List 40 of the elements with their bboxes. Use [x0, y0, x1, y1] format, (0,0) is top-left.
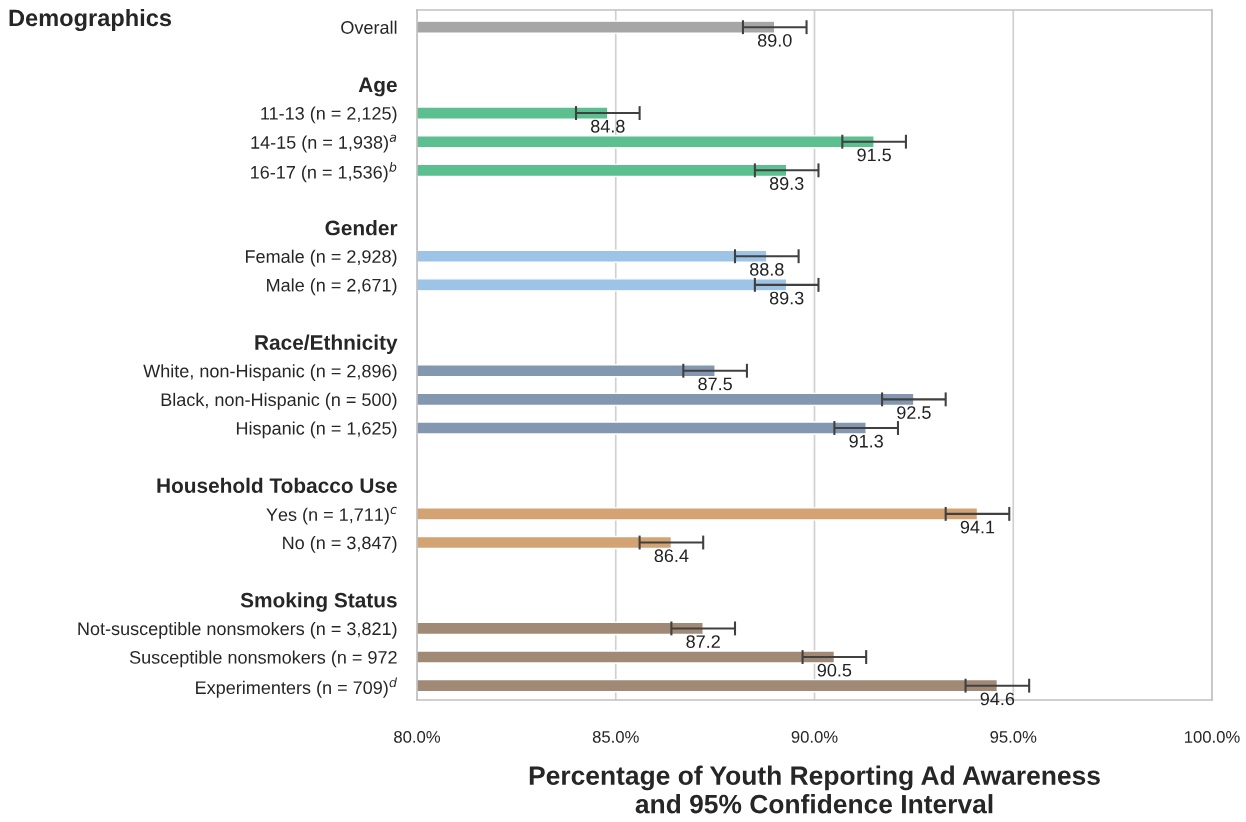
- x-tick-label: 95.0%: [990, 731, 1037, 743]
- y-tick-label: Female (n = 2,928): [246, 249, 397, 267]
- data-label: 89.3: [769, 291, 804, 305]
- x-tick-label: 85.0%: [592, 731, 639, 743]
- data-label: 90.5: [817, 663, 852, 677]
- y-tick-label: White, non-Hispanic (n = 2,896): [143, 364, 397, 382]
- data-label: 94.1: [960, 520, 995, 534]
- y-tick-label: Black, non-Hispanic (n = 500): [161, 392, 397, 410]
- data-label: 91.5: [857, 148, 891, 162]
- y-tick-label: Age: [358, 77, 397, 97]
- y-tick-label: 11-13 (n = 2,125): [261, 106, 397, 124]
- y-tick-label: 14-15 (n = 1,938)$^{a}$: [251, 134, 397, 153]
- data-label: 91.3: [849, 434, 883, 448]
- y-tick-label: No (n = 3,847): [283, 535, 397, 553]
- data-label: 89.0: [757, 33, 792, 47]
- y-tick-label: Overall: [341, 20, 397, 34]
- x-tick-label: 90.0%: [791, 731, 838, 743]
- data-label: 87.5: [698, 377, 732, 391]
- x-tick-label: 100.0%: [1185, 731, 1240, 743]
- y-tick-label: Household Tobacco Use: [157, 477, 397, 494]
- y-tick-label: 16-17 (n = 1,536)$^{b}$: [251, 162, 397, 183]
- data-label: 94.6: [980, 692, 1015, 706]
- y-tick-label: Smoking Status: [240, 592, 397, 612]
- y-tick-label: Susceptible nonsmokers (n = 972: [129, 650, 397, 668]
- data-label: 84.8: [591, 119, 625, 133]
- data-label: 92.5: [897, 406, 931, 419]
- x-axis-title: Percentage of Youth Reporting Ad Awareness and 95% Confidence Interval: [529, 765, 1100, 814]
- x-tick-label: 80.0%: [394, 731, 441, 743]
- data-label: 87.2: [686, 635, 720, 648]
- y-tick-label: Hispanic (n = 1,625): [236, 421, 397, 439]
- data-label: 89.3: [769, 177, 804, 190]
- y-tick-label: Gender: [325, 220, 398, 236]
- y-tick-label: Male (n = 2,671): [267, 278, 397, 296]
- y-tick-label: Race/Ethnicity: [255, 334, 398, 354]
- data-label: 88.8: [750, 263, 784, 276]
- y-tick-label: Not-susceptible nonsmokers (n = 3,821): [78, 621, 397, 639]
- y-tick-label: Yes (n = 1,711)$^{c}$: [266, 506, 397, 525]
- data-label: 86.4: [654, 549, 689, 563]
- y-tick-label: Experimenters (n = 709)$^{d}$: [196, 677, 398, 698]
- text: Demographics: [9, 8, 172, 32]
